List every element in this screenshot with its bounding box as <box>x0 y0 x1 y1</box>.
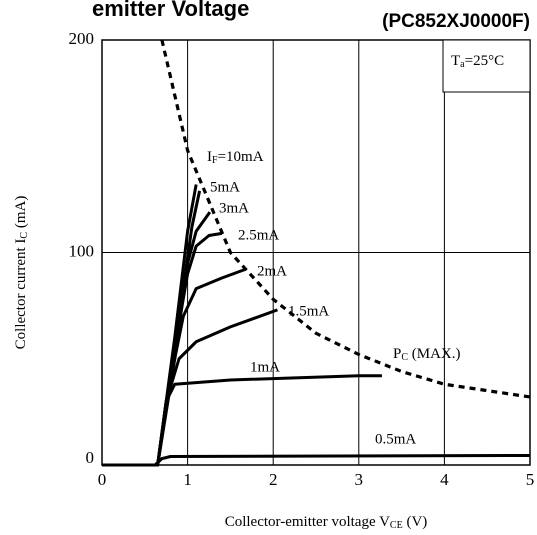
limit-label-part: (MAX.) <box>408 346 461 362</box>
series-label: 2mA <box>257 263 287 279</box>
series-label: 0.5mA <box>375 431 416 447</box>
series-label: 1mA <box>250 359 280 375</box>
x-tick-label: 0 <box>98 470 107 489</box>
series-label: 3mA <box>219 200 249 216</box>
curve <box>102 268 246 467</box>
curve <box>102 190 202 467</box>
curve <box>102 308 278 467</box>
x-tick-label: 3 <box>355 470 364 489</box>
condition-label: Ta=25°C <box>451 53 504 70</box>
y-axis-label: Collector current IC (mA) <box>13 196 30 350</box>
x-axis-label: Collector-emitter voltage VCE (V) <box>225 514 428 531</box>
x-axis-label-part: CE <box>390 520 403 531</box>
y-tick-label: 100 <box>69 241 95 260</box>
y-tick-label: 200 <box>69 29 95 48</box>
x-axis-label-part: (V) <box>403 514 428 530</box>
condition-label-part: =25°C <box>465 53 504 69</box>
curve <box>102 374 382 467</box>
x-tick-label: 2 <box>269 470 278 489</box>
x-axis-label-part: Collector-emitter voltage V <box>225 514 390 530</box>
y-tick-label: 0 <box>86 448 95 467</box>
limit-label: PC (MAX.) <box>393 346 461 363</box>
series-label-part: F <box>212 155 218 166</box>
chart-title: emitter Voltage <box>92 0 249 21</box>
plot-frame <box>101 39 531 466</box>
series-label: 1.5mA <box>288 303 329 319</box>
y-axis-label-part: (mA) <box>13 196 29 232</box>
limit-label-part: C <box>401 352 408 363</box>
condition-label-part: a <box>460 59 465 70</box>
series-label: 5mA <box>210 179 240 195</box>
x-tick-label: 5 <box>526 470 535 489</box>
series-label: 2.5mA <box>238 227 279 243</box>
limit-curve <box>160 39 531 399</box>
condition-box <box>442 39 531 93</box>
series-label-part: =10mA <box>218 149 264 165</box>
x-tick-label: 4 <box>440 470 449 489</box>
limit-label-part: P <box>393 346 401 362</box>
series-label-part: I <box>207 149 212 165</box>
y-axis-label-part: Collector current I <box>13 239 29 350</box>
y-axis-label-part: C <box>19 232 30 239</box>
x-tick-label: 1 <box>183 470 192 489</box>
condition-label-part: T <box>451 53 460 69</box>
curve <box>102 453 531 467</box>
chart-subtitle: (PC852XJ0000F) <box>382 11 530 32</box>
series-label: IF=10mA <box>207 149 264 166</box>
